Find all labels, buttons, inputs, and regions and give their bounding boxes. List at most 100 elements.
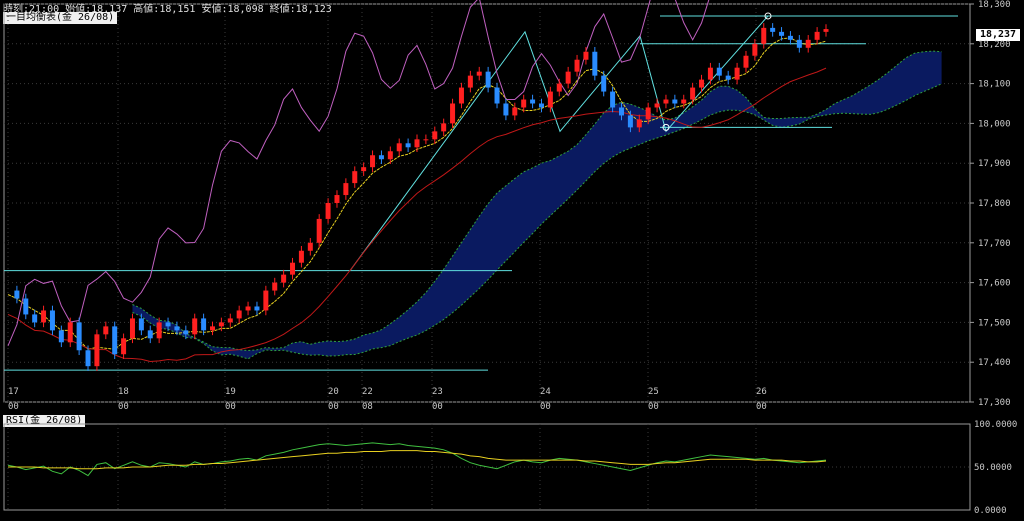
candle-down (601, 75, 607, 92)
candle-down (610, 91, 616, 108)
pivot-marker (764, 12, 772, 20)
candle-up (218, 322, 224, 327)
candle-down (485, 71, 491, 88)
y-tick-label: 17,300 (978, 398, 1011, 408)
candle-up (414, 139, 420, 148)
candle-down (619, 107, 624, 116)
candle-down (796, 39, 802, 48)
kumo-senkou-b (132, 83, 942, 360)
candle-up (263, 290, 269, 311)
candle-up (556, 83, 562, 92)
last-price-tag: 18,237 (976, 29, 1020, 41)
candle-up (636, 119, 642, 128)
x-tick-time: 00 (540, 402, 551, 412)
candle-up (681, 99, 687, 104)
candle-up (227, 318, 233, 323)
candle-down (405, 143, 411, 148)
candle-up (565, 71, 571, 84)
candle-up (734, 67, 740, 80)
candle-up (699, 79, 705, 88)
candle-down (725, 75, 731, 80)
candle-down (14, 290, 20, 299)
y-tick-label: 18,100 (978, 80, 1011, 90)
candle-up (325, 203, 331, 219)
candle-up (316, 218, 322, 243)
candle-up (281, 274, 287, 283)
kumo-cloud (132, 51, 942, 359)
candle-up (574, 59, 580, 72)
x-tick-time: 08 (362, 402, 373, 412)
candle-down (32, 314, 38, 323)
candle-up (387, 151, 393, 160)
x-tick-time: 00 (432, 402, 443, 412)
candle-up (103, 326, 109, 335)
candle-up (334, 195, 340, 203)
candle-up (663, 99, 669, 104)
x-tick-day: 19 (225, 387, 236, 397)
candle-up (396, 143, 402, 152)
x-tick-day: 26 (756, 387, 767, 397)
x-tick-time: 00 (328, 402, 339, 412)
candle-up (450, 103, 456, 124)
x-tick-day: 23 (432, 387, 443, 397)
candle-down (138, 318, 144, 331)
kijun-sen-line (7, 67, 827, 363)
candle-up (236, 310, 242, 319)
candle-down (112, 326, 118, 355)
rsi-tick-label: 50.0000 (974, 463, 1012, 473)
y-tick-label: 17,500 (978, 318, 1011, 328)
candle-up (343, 183, 349, 196)
x-tick-day: 24 (540, 387, 551, 397)
y-tick-label: 18,300 (978, 0, 1011, 10)
candle-up (823, 29, 829, 32)
x-tick-time: 00 (225, 402, 236, 412)
candle-down (201, 318, 207, 331)
candle-down (627, 115, 633, 128)
candle-up (298, 250, 304, 263)
candle-up (272, 282, 278, 291)
candle-up (441, 123, 447, 132)
candle-up (458, 87, 464, 104)
rsi-signal-line (8, 450, 827, 470)
candle-down (183, 330, 189, 335)
candle-down (147, 330, 153, 339)
candle-up (761, 27, 767, 44)
candle-up (814, 31, 820, 40)
x-tick-day: 20 (328, 387, 339, 397)
candle-down (592, 51, 598, 76)
candle-up (743, 55, 749, 68)
candle-up (192, 318, 198, 335)
candle-down (787, 35, 793, 40)
candle-up (67, 322, 73, 343)
pivot-marker (662, 123, 670, 131)
rsi-tick-label: 100.0000 (974, 420, 1017, 430)
candle-down (770, 27, 776, 32)
candle-up (245, 306, 251, 311)
x-tick-time: 00 (756, 402, 767, 412)
candle-up (521, 99, 527, 108)
y-tick-label: 17,700 (978, 239, 1011, 249)
x-tick-day: 25 (648, 387, 659, 397)
candle-up (41, 310, 47, 323)
candle-down (76, 322, 82, 351)
candle-up (361, 167, 367, 172)
candle-up (94, 334, 100, 367)
candle-down (716, 67, 722, 76)
candle-up (805, 39, 811, 48)
y-tick-label: 17,900 (978, 159, 1011, 169)
candle-down (58, 330, 64, 343)
candle-up (370, 155, 376, 168)
candle-up (129, 318, 135, 339)
y-tick-label: 17,600 (978, 279, 1011, 289)
candle-up (352, 171, 358, 184)
candle-down (672, 99, 678, 104)
y-tick-label: 18,000 (978, 119, 1011, 129)
candle-up (654, 103, 660, 108)
candle-down (174, 326, 180, 331)
candle-down (85, 350, 91, 367)
indicator-label-ichimoku[interactable]: 一目均衡表(金 26/08) (3, 12, 118, 24)
candle-up (512, 107, 518, 116)
candle-down (254, 306, 260, 311)
candle-down (530, 99, 536, 104)
